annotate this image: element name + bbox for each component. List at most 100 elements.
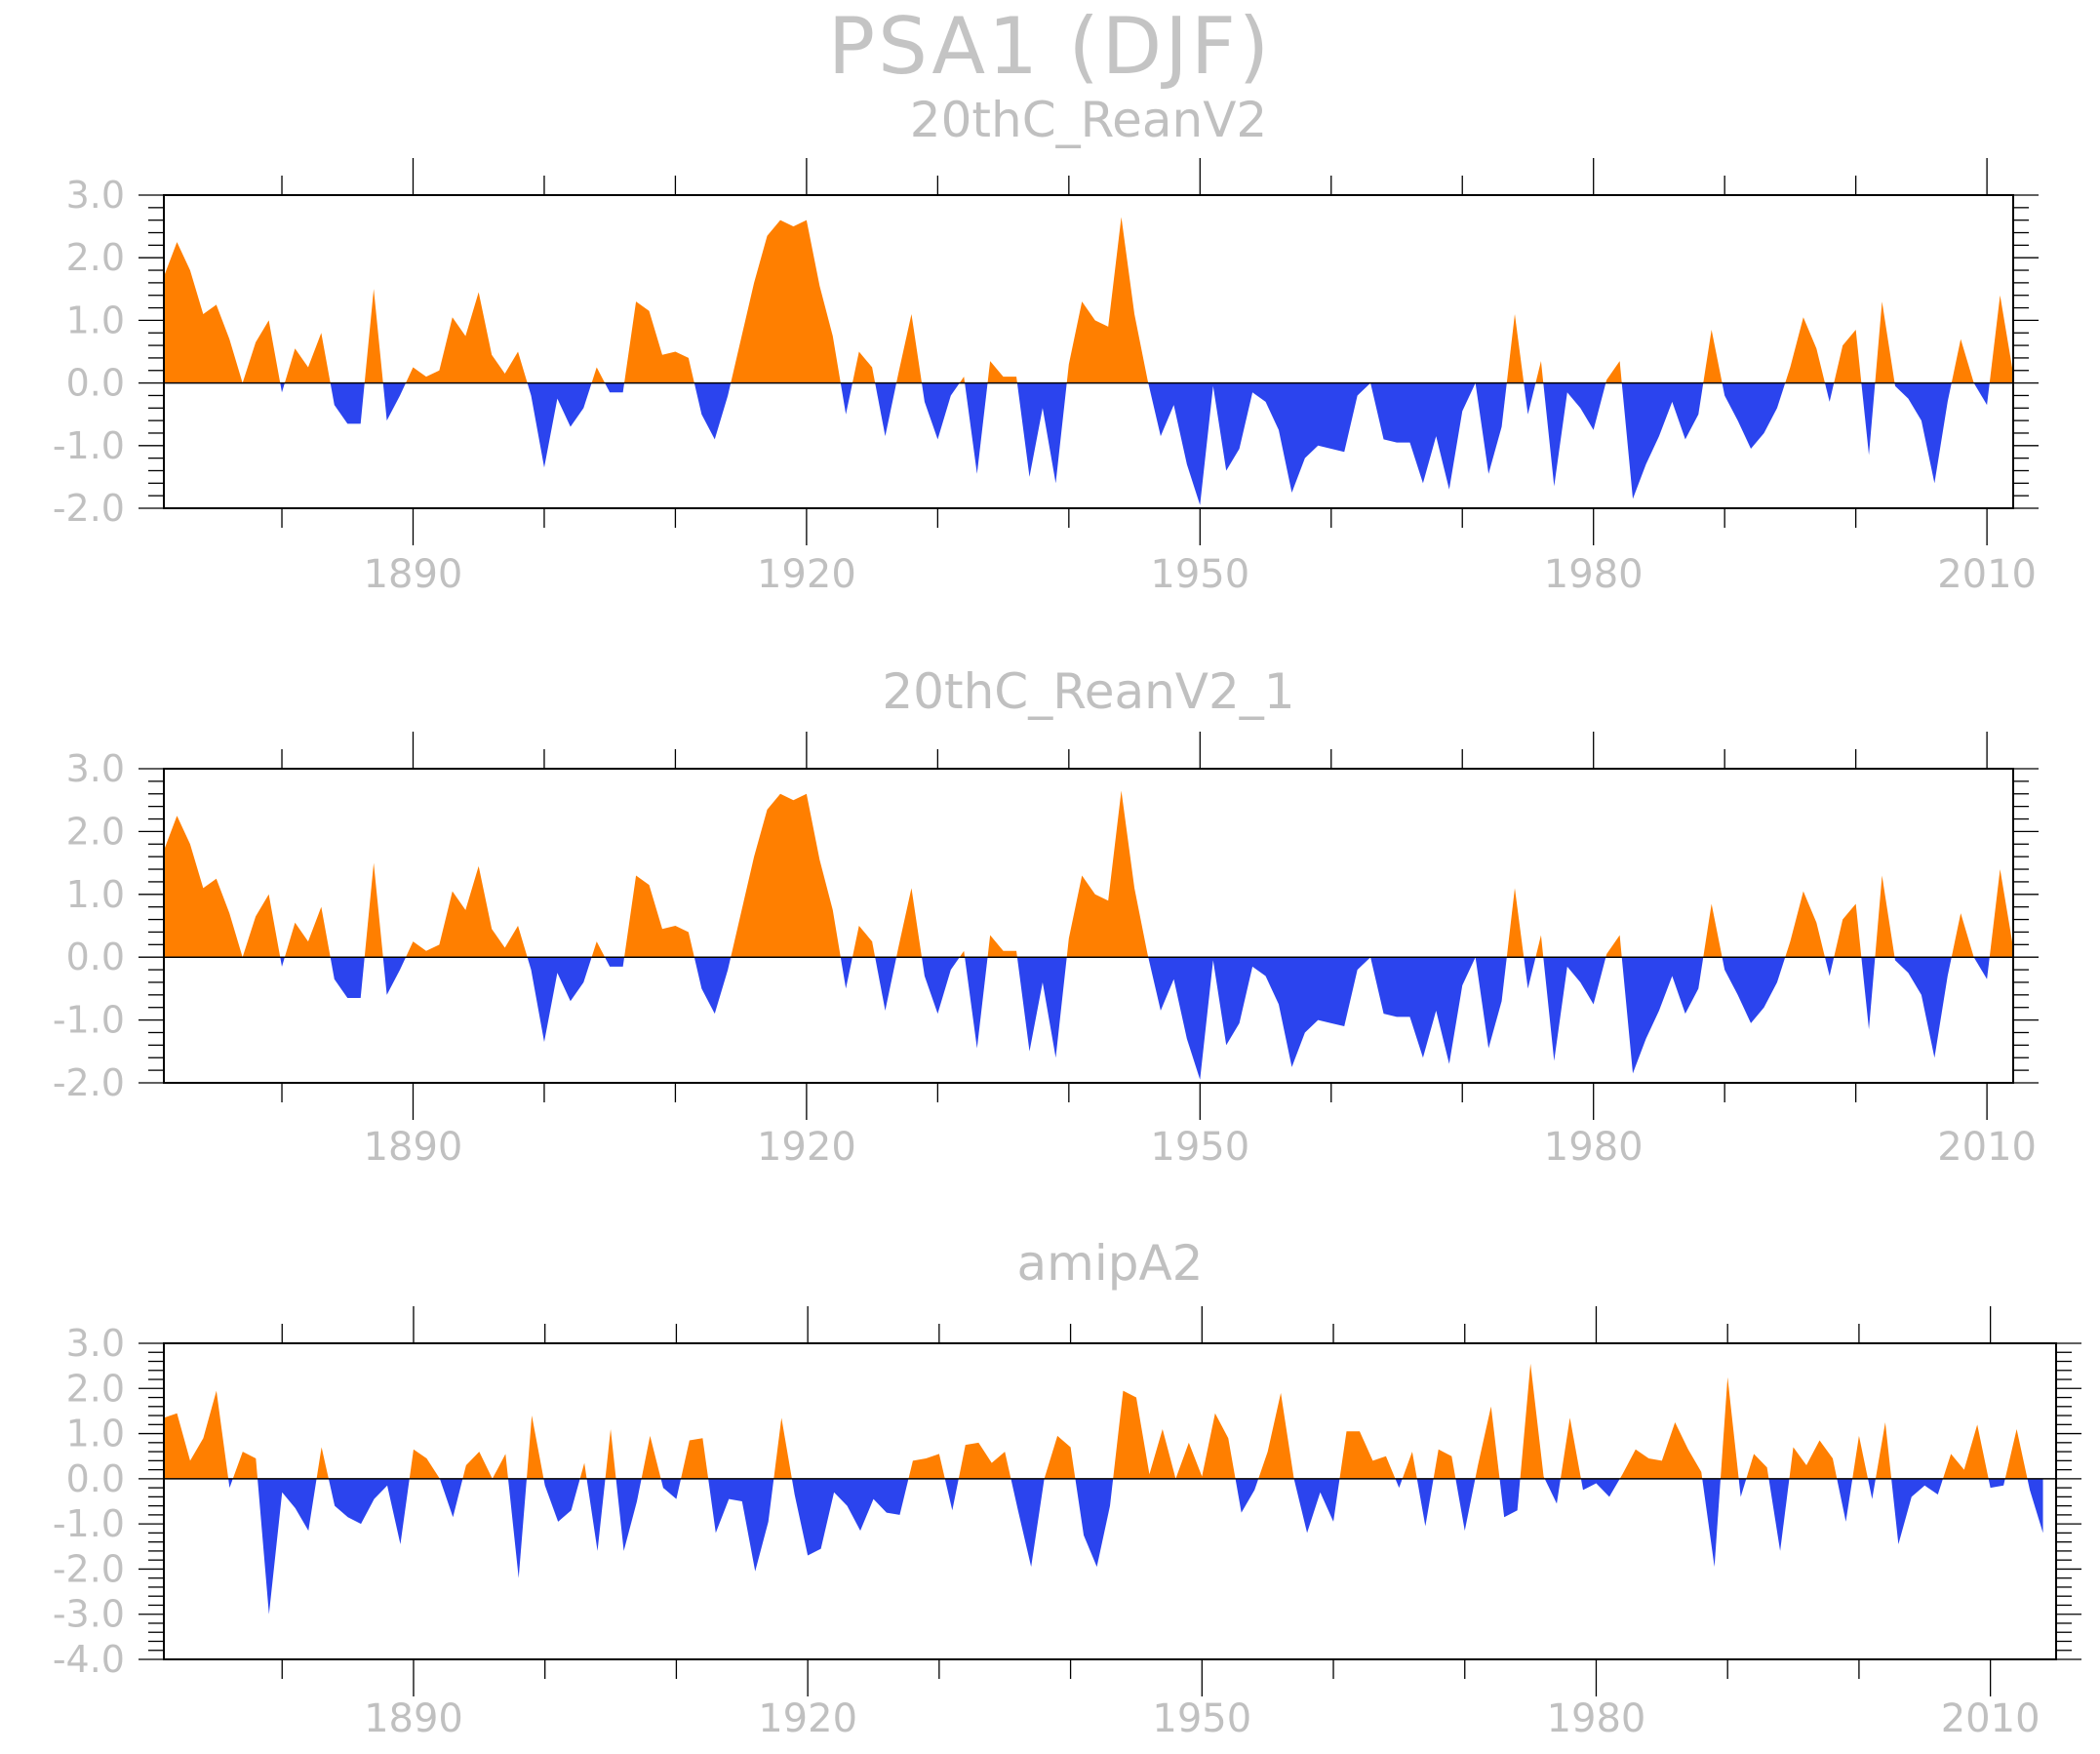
- positive-area: [1066, 217, 1149, 383]
- positive-area: [1785, 317, 1825, 383]
- negative-area: [1837, 1478, 1853, 1522]
- negative-area: [1894, 957, 1952, 1058]
- negative-area: [280, 957, 285, 967]
- y-tick-label: 1.0: [66, 299, 125, 341]
- positive-area: [284, 906, 331, 958]
- negative-area: [1861, 382, 1876, 456]
- positive-area: [959, 377, 966, 383]
- x-tick-label: 2010: [1941, 1696, 2041, 1741]
- y-tick-label: -2.0: [53, 487, 125, 530]
- positive-area: [896, 313, 923, 383]
- negative-area: [1010, 1478, 1045, 1568]
- negative-area: [1894, 382, 1952, 484]
- negative-area: [1973, 382, 1990, 406]
- y-tick-label: 0.0: [66, 1457, 125, 1500]
- negative-area: [1395, 1478, 1403, 1489]
- y-tick-label: 0.0: [66, 362, 125, 405]
- positive-area: [1720, 1376, 1739, 1479]
- negative-area: [1455, 1478, 1476, 1532]
- positive-area: [731, 219, 841, 383]
- negative-area: [1621, 957, 1704, 1074]
- negative-area: [1148, 957, 1371, 1080]
- x-tick-label: 1920: [757, 552, 856, 597]
- plot-frame: [163, 768, 2014, 1084]
- positive-area: [1605, 935, 1622, 958]
- y-tick-label: 3.0: [66, 747, 125, 790]
- negative-area: [280, 382, 285, 393]
- x-tick-label: 1920: [757, 1125, 856, 1170]
- negative-area: [660, 1478, 682, 1499]
- positive-area: [462, 1452, 508, 1479]
- positive-area: [1506, 313, 1525, 383]
- positive-area: [1535, 361, 1544, 383]
- negative-area: [1722, 957, 1786, 1023]
- positive-area: [1605, 361, 1622, 383]
- negative-area: [1293, 1478, 1340, 1534]
- positive-area: [1433, 1449, 1456, 1479]
- positive-area: [1560, 1417, 1581, 1479]
- positive-area: [1703, 903, 1723, 958]
- positive-area: [1951, 339, 1974, 383]
- negative-area: [382, 382, 407, 421]
- positive-area: [316, 1447, 329, 1479]
- negative-area: [693, 382, 732, 440]
- y-tick-label: -3.0: [53, 1593, 125, 1636]
- negative-area: [1702, 1478, 1721, 1568]
- negative-area: [1370, 382, 1476, 490]
- negative-area: [1235, 1478, 1259, 1513]
- positive-area: [406, 865, 528, 958]
- x-tick-label: 1980: [1544, 1125, 1644, 1170]
- negative-area: [1370, 957, 1476, 1064]
- plot-frame: [163, 194, 2014, 509]
- positive-area: [1475, 1406, 1500, 1479]
- positive-area: [1834, 330, 1862, 383]
- negative-area: [1768, 1478, 1790, 1551]
- negative-area: [1891, 1478, 1943, 1544]
- y-tick-label: -1.0: [53, 999, 125, 1042]
- positive-area: [1834, 903, 1862, 958]
- positive-area: [1113, 1390, 1236, 1479]
- negative-area: [1544, 1478, 1561, 1504]
- positive-area: [624, 301, 694, 383]
- negative-area: [965, 382, 988, 474]
- negative-area: [922, 382, 960, 440]
- panel-title: amipA2: [1017, 1235, 1204, 1292]
- positive-area: [1875, 301, 1895, 383]
- negative-area: [1475, 382, 1507, 474]
- positive-area: [1339, 1431, 1396, 1479]
- negative-area: [1524, 957, 1536, 989]
- negative-area: [1543, 382, 1606, 487]
- positive-area: [681, 1438, 709, 1479]
- negative-area: [708, 1478, 774, 1572]
- y-tick-label: -4.0: [53, 1638, 125, 1681]
- x-tick-label: 2010: [1937, 1125, 2037, 1170]
- x-tick-label: 2010: [1937, 552, 2037, 597]
- negative-area: [1499, 1478, 1521, 1518]
- negative-area: [875, 382, 897, 437]
- negative-area: [1148, 382, 1371, 505]
- negative-area: [965, 957, 988, 1049]
- x-tick-label: 1980: [1544, 552, 1644, 597]
- negative-area: [527, 382, 592, 468]
- y-tick-label: 2.0: [66, 1367, 125, 1410]
- positive-area: [232, 1452, 258, 1479]
- positive-area: [1044, 1435, 1076, 1479]
- negative-area: [2027, 1478, 2043, 1534]
- negative-area: [1580, 1478, 1620, 1497]
- positive-area: [1942, 1424, 1989, 1479]
- positive-area: [1535, 935, 1544, 958]
- positive-area: [164, 1390, 229, 1479]
- positive-area: [1746, 1454, 1769, 1479]
- positive-area: [2004, 1428, 2028, 1479]
- y-tick-label: 2.0: [66, 236, 125, 279]
- positive-area: [987, 361, 1017, 383]
- x-tick-label: 1890: [364, 1696, 463, 1741]
- panel-title: 20thC_ReanV2: [910, 92, 1267, 148]
- negative-area: [615, 1478, 642, 1551]
- y-tick-label: 1.0: [66, 873, 125, 916]
- positive-area: [958, 1442, 1011, 1479]
- negative-area: [439, 1478, 463, 1518]
- negative-area: [328, 1478, 410, 1544]
- y-tick-label: 3.0: [66, 174, 125, 217]
- y-tick-label: 1.0: [66, 1413, 125, 1455]
